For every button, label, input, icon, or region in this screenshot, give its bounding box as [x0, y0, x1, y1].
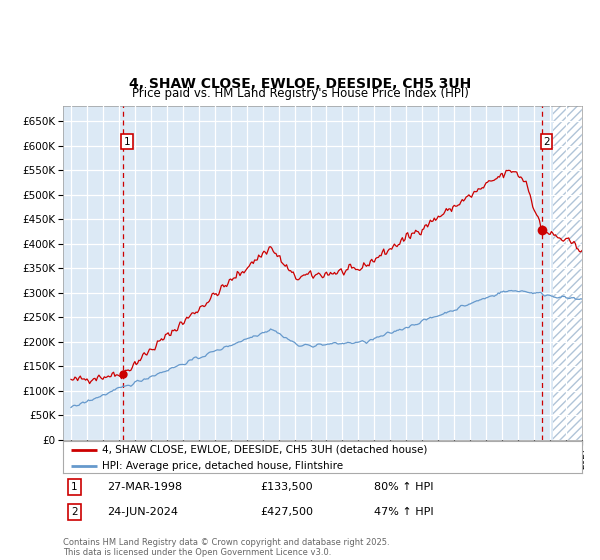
Text: £133,500: £133,500 — [260, 482, 313, 492]
Text: HPI: Average price, detached house, Flintshire: HPI: Average price, detached house, Flin… — [102, 461, 343, 471]
Text: 2: 2 — [71, 507, 78, 517]
Text: 24-JUN-2024: 24-JUN-2024 — [107, 507, 178, 517]
Text: £427,500: £427,500 — [260, 507, 313, 517]
Text: 1: 1 — [124, 137, 131, 147]
Text: 4, SHAW CLOSE, EWLOE, DEESIDE, CH5 3UH: 4, SHAW CLOSE, EWLOE, DEESIDE, CH5 3UH — [129, 77, 471, 91]
Text: 47% ↑ HPI: 47% ↑ HPI — [374, 507, 434, 517]
Text: 2: 2 — [543, 137, 550, 147]
Text: Contains HM Land Registry data © Crown copyright and database right 2025.
This d: Contains HM Land Registry data © Crown c… — [63, 538, 389, 557]
Text: 80% ↑ HPI: 80% ↑ HPI — [374, 482, 434, 492]
Text: 1: 1 — [71, 482, 78, 492]
Bar — [553, 106, 598, 440]
Text: Price paid vs. HM Land Registry's House Price Index (HPI): Price paid vs. HM Land Registry's House … — [131, 87, 469, 100]
Text: 27-MAR-1998: 27-MAR-1998 — [107, 482, 182, 492]
Text: 4, SHAW CLOSE, EWLOE, DEESIDE, CH5 3UH (detached house): 4, SHAW CLOSE, EWLOE, DEESIDE, CH5 3UH (… — [102, 445, 427, 455]
